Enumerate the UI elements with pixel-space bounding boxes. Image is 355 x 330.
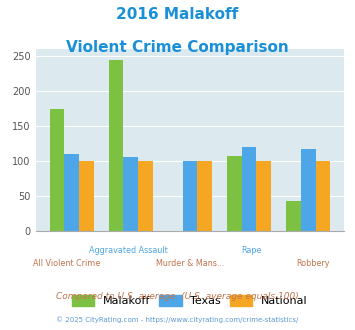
Bar [50,109,64,231]
Bar [316,161,330,231]
Text: 2016 Malakoff: 2016 Malakoff [116,7,239,21]
Bar [286,201,301,231]
Bar [138,161,153,231]
Legend: Malakoff, Texas, National: Malakoff, Texas, National [72,295,308,306]
Text: Compared to U.S. average. (U.S. average equals 100): Compared to U.S. average. (U.S. average … [56,292,299,301]
Bar [227,156,242,231]
Bar [197,161,212,231]
Bar [242,147,256,231]
Text: Aggravated Assault: Aggravated Assault [89,246,168,255]
Text: Rape: Rape [241,246,262,255]
Bar [124,157,138,231]
Bar [301,149,316,231]
Bar [182,161,197,231]
Bar [109,60,124,231]
Bar [256,161,271,231]
Text: © 2025 CityRating.com - https://www.cityrating.com/crime-statistics/: © 2025 CityRating.com - https://www.city… [56,316,299,323]
Text: Murder & Mans...: Murder & Mans... [156,259,224,268]
Bar [79,161,94,231]
Text: Robbery: Robbery [297,259,330,268]
Bar [64,154,79,231]
Text: All Violent Crime: All Violent Crime [33,259,100,268]
Text: Violent Crime Comparison: Violent Crime Comparison [66,40,289,54]
